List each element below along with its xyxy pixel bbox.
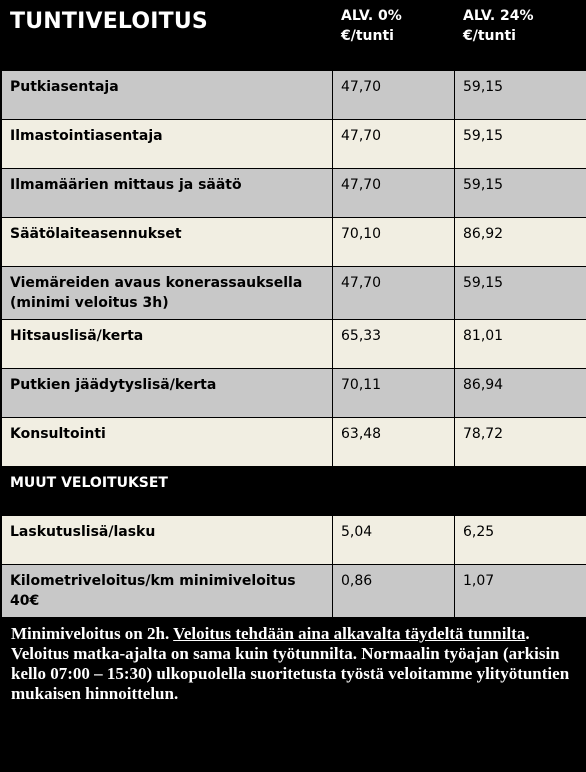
section-header-empty-cell <box>454 466 586 516</box>
table-row: Laskutuslisä/lasku 5,04 6,25 <box>1 515 586 565</box>
table-row: Säätölaiteasennukset 70,10 86,92 <box>1 217 586 267</box>
table-row: Putkiasentaja 47,70 59,15 <box>1 70 586 120</box>
table-row: Konsultointi 63,48 78,72 <box>1 417 586 467</box>
row-label: Säätölaiteasennukset <box>1 217 333 267</box>
price-alv24: 6,25 <box>454 515 586 565</box>
column-header-alv0-rate: ALV. 0% <box>341 8 402 24</box>
price-alv24: 59,15 <box>454 168 586 218</box>
price-alv0: 63,48 <box>332 417 455 467</box>
note-underlined: Veloitus tehdään aina alkavalta täydeltä… <box>173 624 526 643</box>
row-label-line2: (minimi veloitus 3h) <box>10 295 169 311</box>
row-label-line2: 40€ <box>10 593 40 609</box>
price-alv24: 86,94 <box>454 368 586 418</box>
pricing-table: TUNTIVELOITUS ALV. 0% €/tunti ALV. 24% €… <box>1 1 586 618</box>
column-header-alv0-unit: €/tunti <box>341 28 394 44</box>
price-alv24: 78,72 <box>454 417 586 467</box>
column-header-alv24: ALV. 24% €/tunti <box>454 1 586 71</box>
row-label-line1: Kilometriveloitus/km minimiveloitus <box>10 573 296 589</box>
table-row: Viemäreiden avaus konerassauksella (mini… <box>1 266 586 320</box>
section-header-row: MUUT VELOITUKSET <box>1 466 586 516</box>
row-label: Kilometriveloitus/km minimiveloitus 40€ <box>1 564 333 618</box>
table-row: Hitsauslisä/kerta 65,33 81,01 <box>1 319 586 369</box>
column-header-alv0: ALV. 0% €/tunti <box>332 1 455 71</box>
section-title: MUUT VELOITUKSET <box>1 466 333 516</box>
row-label: Viemäreiden avaus konerassauksella (mini… <box>1 266 333 320</box>
price-alv0: 65,33 <box>332 319 455 369</box>
row-label: Putkiasentaja <box>1 70 333 120</box>
row-label: Hitsauslisä/kerta <box>1 319 333 369</box>
price-alv0: 5,04 <box>332 515 455 565</box>
price-alv24: 59,15 <box>454 266 586 320</box>
price-alv0: 47,70 <box>332 119 455 169</box>
price-alv0: 47,70 <box>332 70 455 120</box>
price-alv24: 59,15 <box>454 119 586 169</box>
note-part-1: Minimiveloitus on 2h. <box>11 624 174 643</box>
row-label-line1: Viemäreiden avaus konerassauksella <box>10 275 303 291</box>
section-header-empty-cell <box>332 466 455 516</box>
price-alv24: 81,01 <box>454 319 586 369</box>
price-alv0: 47,70 <box>332 168 455 218</box>
table-title: TUNTIVELOITUS <box>1 1 333 71</box>
column-header-alv24-rate: ALV. 24% <box>463 8 534 24</box>
note-part-2: . Veloitus matka-ajalta on sama kuin työ… <box>11 624 570 703</box>
price-alv24: 86,92 <box>454 217 586 267</box>
table-row: Ilmamäärien mittaus ja säätö 47,70 59,15 <box>1 168 586 218</box>
row-label: Putkien jäädytyslisä/kerta <box>1 368 333 418</box>
column-header-alv24-unit: €/tunti <box>463 28 516 44</box>
price-alv0: 70,11 <box>332 368 455 418</box>
row-label: Konsultointi <box>1 417 333 467</box>
billing-note: Minimiveloitus on 2h. Veloitus tehdään a… <box>1 618 585 704</box>
row-label: Ilmastointiasentaja <box>1 119 333 169</box>
price-alv24: 1,07 <box>454 564 586 618</box>
row-label: Ilmamäärien mittaus ja säätö <box>1 168 333 218</box>
price-alv0: 70,10 <box>332 217 455 267</box>
table-row: Ilmastointiasentaja 47,70 59,15 <box>1 119 586 169</box>
table-row: Kilometriveloitus/km minimiveloitus 40€ … <box>1 564 586 618</box>
price-alv0: 47,70 <box>332 266 455 320</box>
price-alv24: 59,15 <box>454 70 586 120</box>
table-row: Putkien jäädytyslisä/kerta 70,11 86,94 <box>1 368 586 418</box>
price-alv0: 0,86 <box>332 564 455 618</box>
table-header-row: TUNTIVELOITUS ALV. 0% €/tunti ALV. 24% €… <box>1 1 586 71</box>
row-label: Laskutuslisä/lasku <box>1 515 333 565</box>
